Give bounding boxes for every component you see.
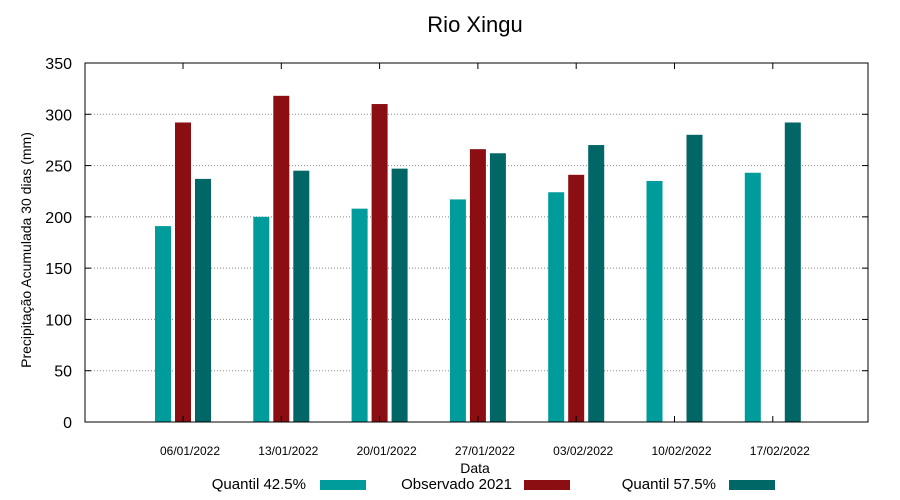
x-tick-label: 06/01/2022: [160, 444, 220, 458]
bar: [175, 122, 191, 423]
x-tick-label: 27/01/2022: [455, 444, 515, 458]
y-tick-label: 50: [54, 364, 72, 381]
bar: [686, 134, 703, 423]
x-tick-label: 20/01/2022: [357, 444, 417, 458]
legend-label: Quantil 57.5%: [622, 476, 716, 493]
bar: [588, 145, 605, 423]
x-tick-label: 17/02/2022: [750, 444, 810, 458]
bars-layer: [155, 95, 801, 423]
chart-title: Rio Xingu: [427, 12, 522, 37]
y-axis-label: Precipitação Acumulada 30 dias (mm): [18, 132, 34, 368]
x-tick-label: 03/02/2022: [553, 444, 613, 458]
bar: [568, 174, 585, 422]
bar: [784, 122, 801, 423]
bar: [293, 170, 310, 422]
y-tick-label: 200: [45, 210, 72, 227]
bar: [273, 95, 290, 422]
plot-frame: [84, 62, 869, 423]
bar: [646, 180, 663, 422]
bar: [489, 153, 506, 422]
legend-label: Quantil 42.5%: [212, 476, 306, 493]
y-tick-label: 250: [45, 159, 72, 176]
bar: [744, 172, 761, 422]
bar: [371, 104, 388, 423]
bar: [351, 208, 368, 422]
legend-swatch: [524, 480, 570, 490]
x-axis-label: Data: [460, 460, 490, 476]
y-ticks: 0 50 100 150 200 250 300 350: [45, 56, 868, 432]
legend-label: Observado 2021: [401, 476, 512, 493]
bar: [548, 192, 565, 422]
y-tick-label: 350: [45, 56, 72, 73]
y-tick-label: 150: [45, 261, 72, 278]
bar: [253, 216, 270, 422]
x-ticks: 06/01/2022 13/01/2022 20/01/2022 27/01/2022…: [160, 63, 810, 458]
bar: [469, 149, 486, 422]
y-tick-label: 0: [63, 415, 72, 432]
bar: [391, 168, 408, 422]
bar: [195, 178, 211, 422]
legend: Quantil 42.5% Observado 2021 Quantil 57.5%: [212, 476, 775, 493]
legend-swatch: [320, 480, 366, 490]
bar: [449, 199, 466, 422]
x-tick-label: 13/01/2022: [258, 444, 318, 458]
y-tick-label: 300: [45, 107, 72, 124]
legend-swatch: [729, 480, 775, 490]
bar: [155, 226, 171, 422]
x-tick-label: 10/02/2022: [651, 444, 711, 458]
y-tick-label: 100: [45, 312, 72, 329]
